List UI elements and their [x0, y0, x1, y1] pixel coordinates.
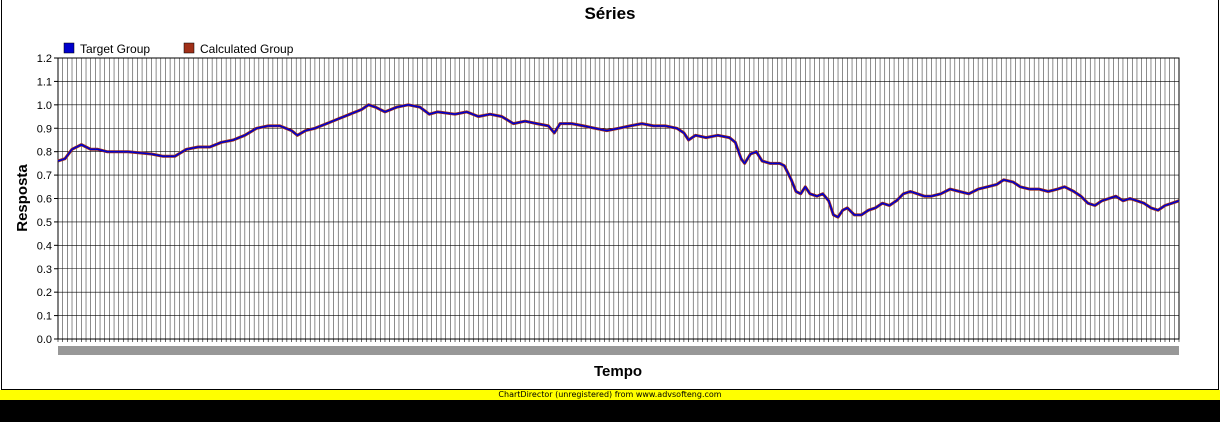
- series-layer: [57, 103, 1180, 219]
- line-chart: Séries Target Group Calculated Group 0.0…: [14, 4, 1180, 380]
- y-tick-label: 1.2: [37, 53, 52, 65]
- y-axis: 0.0 0.1 0.2 0.3 0.4 0.5 0.6 0.7 0.8 0.9 1.0 1.1 1.2: [37, 53, 58, 346]
- legend: Target Group Calculated Group: [63, 42, 294, 56]
- footer-text: ChartDirector (unregistered) from www.ad…: [498, 390, 722, 399]
- bottom-band: [0, 400, 1220, 422]
- y-tick-label: 0.3: [37, 264, 52, 276]
- legend-label-target: Target Group: [80, 42, 150, 56]
- x-axis: [57, 339, 1180, 355]
- y-tick-label: 0.2: [37, 287, 52, 299]
- legend-label-calculated: Calculated Group: [200, 42, 294, 56]
- legend-swatch-target: [63, 42, 75, 54]
- y-tick-label: 1.0: [37, 100, 52, 112]
- x-axis-label: Tempo: [594, 363, 642, 380]
- y-tick-label: 0.8: [37, 147, 52, 159]
- y-tick-label: 0.1: [37, 311, 52, 323]
- y-tick-label: 0.4: [37, 240, 52, 252]
- grid: [58, 57, 1179, 340]
- y-tick-label: 0.7: [37, 170, 52, 182]
- footer-bar: ChartDirector (unregistered) from www.ad…: [0, 390, 1220, 400]
- chart-title: Séries: [584, 4, 635, 23]
- y-tick-label: 0.0: [37, 334, 52, 346]
- x-tick-labels-band: [58, 346, 1179, 355]
- series-line-target-group: [57, 104, 1180, 218]
- y-tick-label: 1.1: [37, 76, 52, 88]
- y-tick-label: 0.9: [37, 123, 52, 135]
- y-tick-label: 0.6: [37, 194, 52, 206]
- y-axis-label: Resposta: [14, 164, 31, 232]
- y-tick-label: 0.5: [37, 217, 52, 229]
- legend-swatch-calculated: [183, 42, 195, 54]
- chart-frame: [1, 0, 1219, 390]
